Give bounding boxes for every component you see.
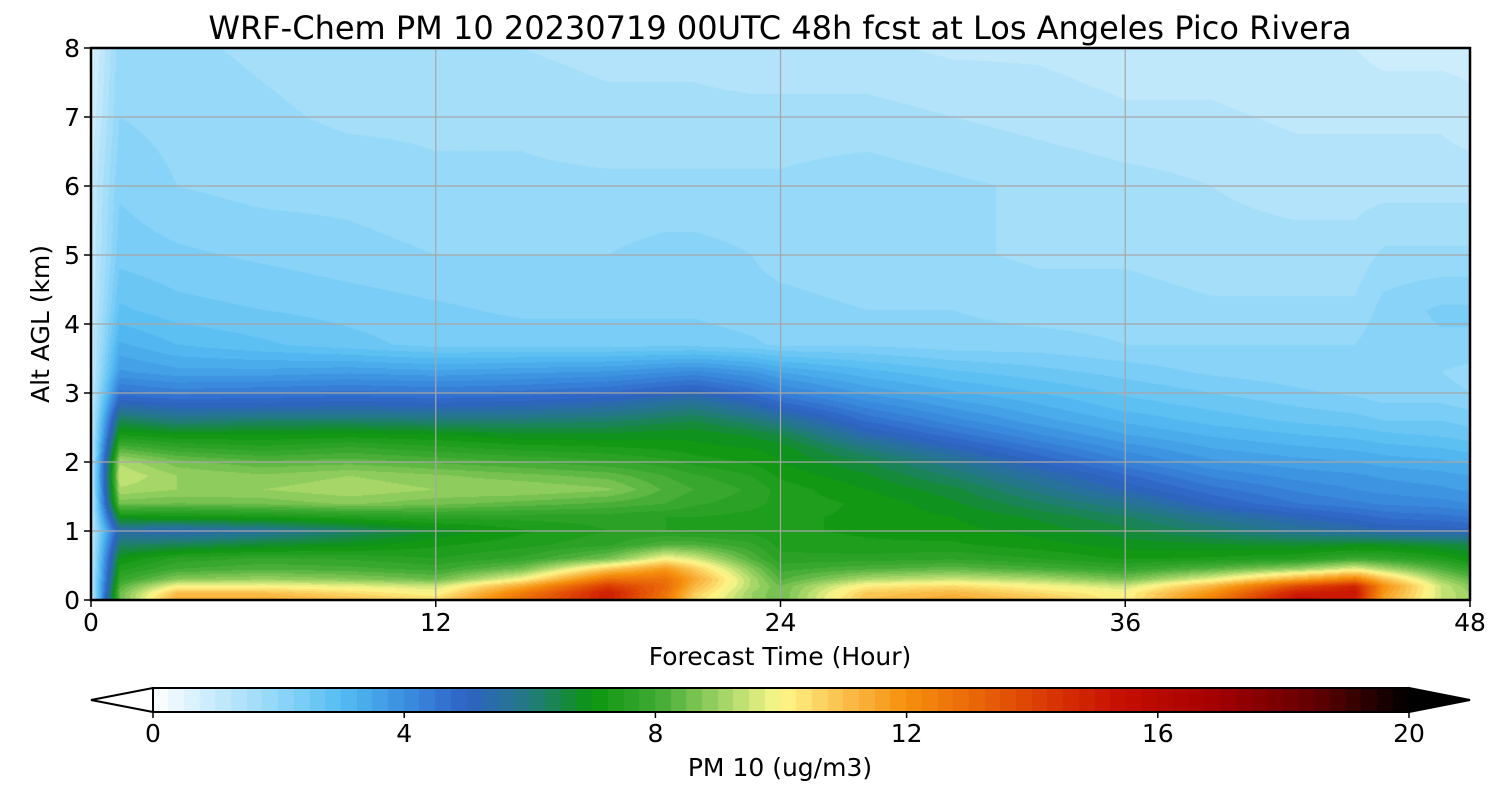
- colorbar-max-extend: [1408, 686, 1471, 714]
- colorbar-tick-label: 4: [396, 719, 412, 748]
- x-axis-label: Forecast Time (Hour): [649, 642, 912, 671]
- y-tick-label: 0: [64, 586, 80, 615]
- y-axis: 0 1 2 3 4 5 6 7 8: [64, 34, 91, 615]
- x-tick-label: 48: [1454, 608, 1486, 637]
- colorbar-tick-label: 0: [145, 719, 161, 748]
- x-tick-label: 36: [1109, 608, 1141, 637]
- colorbar-tick-label: 16: [1142, 719, 1174, 748]
- y-tick-label: 2: [64, 448, 80, 477]
- y-tick-label: 1: [64, 517, 80, 546]
- x-tick-label: 24: [765, 608, 797, 637]
- colorbar-min-extend: [90, 686, 154, 714]
- colorbar-gradient: [153, 688, 1409, 712]
- x-tick-label: 12: [420, 608, 452, 637]
- colorbar-frame: [152, 687, 1410, 713]
- y-axis-label: Alt AGL (km): [26, 245, 55, 403]
- grid-lines: [91, 48, 1470, 600]
- colorbar: 0 4 8 12 16 20 PM 10 (ug/m3): [90, 686, 1471, 782]
- y-tick-label: 8: [64, 34, 80, 63]
- x-axis: 0 12 24 36 48: [83, 600, 1486, 637]
- colorbar-ticks: 0 4 8 12 16 20: [145, 712, 1425, 748]
- y-tick-label: 3: [64, 379, 80, 408]
- y-tick-label: 7: [64, 103, 80, 132]
- y-tick-label: 4: [64, 310, 80, 339]
- y-tick-label: 6: [64, 172, 80, 201]
- colorbar-tick-label: 8: [647, 719, 663, 748]
- y-tick-label: 5: [64, 241, 80, 270]
- colorbar-tick-label: 20: [1393, 719, 1425, 748]
- chart-title: WRF-Chem PM 10 20230719 00UTC 48h fcst a…: [208, 9, 1351, 47]
- x-tick-label: 0: [83, 608, 99, 637]
- colorbar-tick-label: 12: [891, 719, 923, 748]
- colorbar-label: PM 10 (ug/m3): [688, 753, 872, 782]
